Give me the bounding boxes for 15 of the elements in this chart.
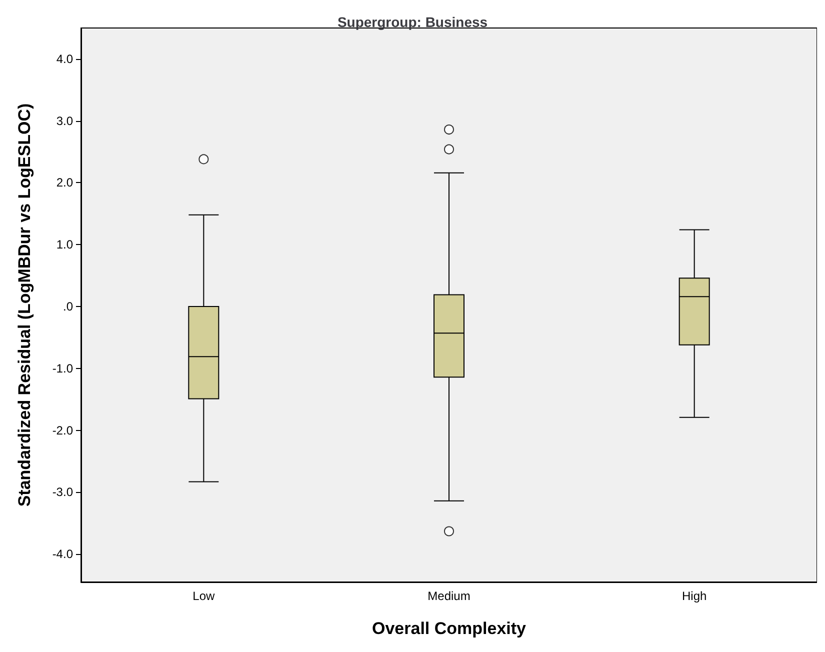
y-tick-label: .0: [62, 300, 74, 314]
y-tick-label: -2.0: [52, 423, 74, 438]
chart-title: Supergroup: Business: [337, 14, 488, 30]
y-tick-label: 2.0: [56, 176, 74, 190]
x-axis-title: Overall Complexity: [372, 619, 527, 638]
y-tick-label: 4.0: [56, 52, 74, 66]
y-axis-title: Standardized Residual (LogMBDur vs LogESLOC): [15, 103, 34, 507]
x-tick-label: Low: [192, 589, 216, 603]
y-tick-label: -1.0: [52, 361, 74, 376]
y-tick-label: 3.0: [56, 114, 74, 128]
y-tick-label: -4.0: [52, 547, 74, 562]
x-tick-label: Medium: [428, 589, 470, 603]
x-tick-label: High: [682, 589, 707, 603]
y-tick-label: 1.0: [56, 238, 74, 252]
y-tick-label: -3.0: [52, 485, 74, 500]
